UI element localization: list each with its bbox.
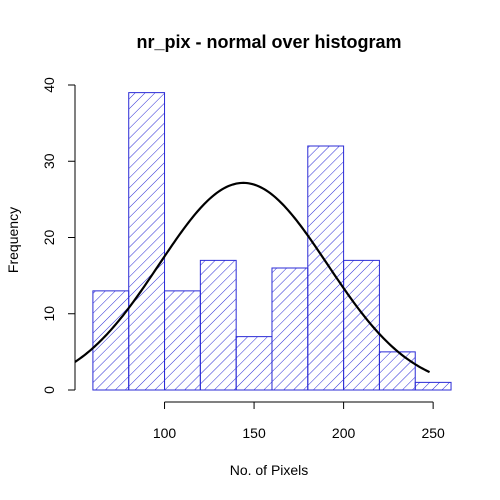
histogram-bar-9 [414,381,452,391]
x-tick-label-250: 250 [421,425,445,441]
y-tick-label-30: 30 [41,153,57,169]
histogram-bar-2 [164,290,201,391]
x-axis-label: No. of Pixels [230,462,309,478]
bars-group [92,92,452,391]
histogram-bar-1 [128,92,166,391]
y-tick-label-20: 20 [41,230,57,246]
x-axis: 100 150 200 250 [153,401,445,441]
histogram-bar-7 [343,259,380,391]
y-tick-label-0: 0 [41,386,57,394]
x-tick-label-150: 150 [242,425,266,441]
histogram-bar-5 [271,267,309,391]
x-tick-label-200: 200 [332,425,356,441]
x-tick-label-100: 100 [153,425,177,441]
normal-curve [74,181,431,374]
histogram-bar-0 [92,290,130,391]
y-tick-label-40: 40 [41,77,57,93]
y-tick-label-10: 10 [41,306,57,322]
y-axis: 0 10 20 30 40 [41,77,76,394]
histogram-bar-8 [378,351,416,391]
histogram-bar-4 [235,336,273,391]
y-axis-label: Frequency [5,207,21,273]
histogram-bar-6 [307,145,345,391]
histogram-bar-3 [199,259,237,391]
chart-title: nr_pix - normal over histogram [136,32,401,52]
